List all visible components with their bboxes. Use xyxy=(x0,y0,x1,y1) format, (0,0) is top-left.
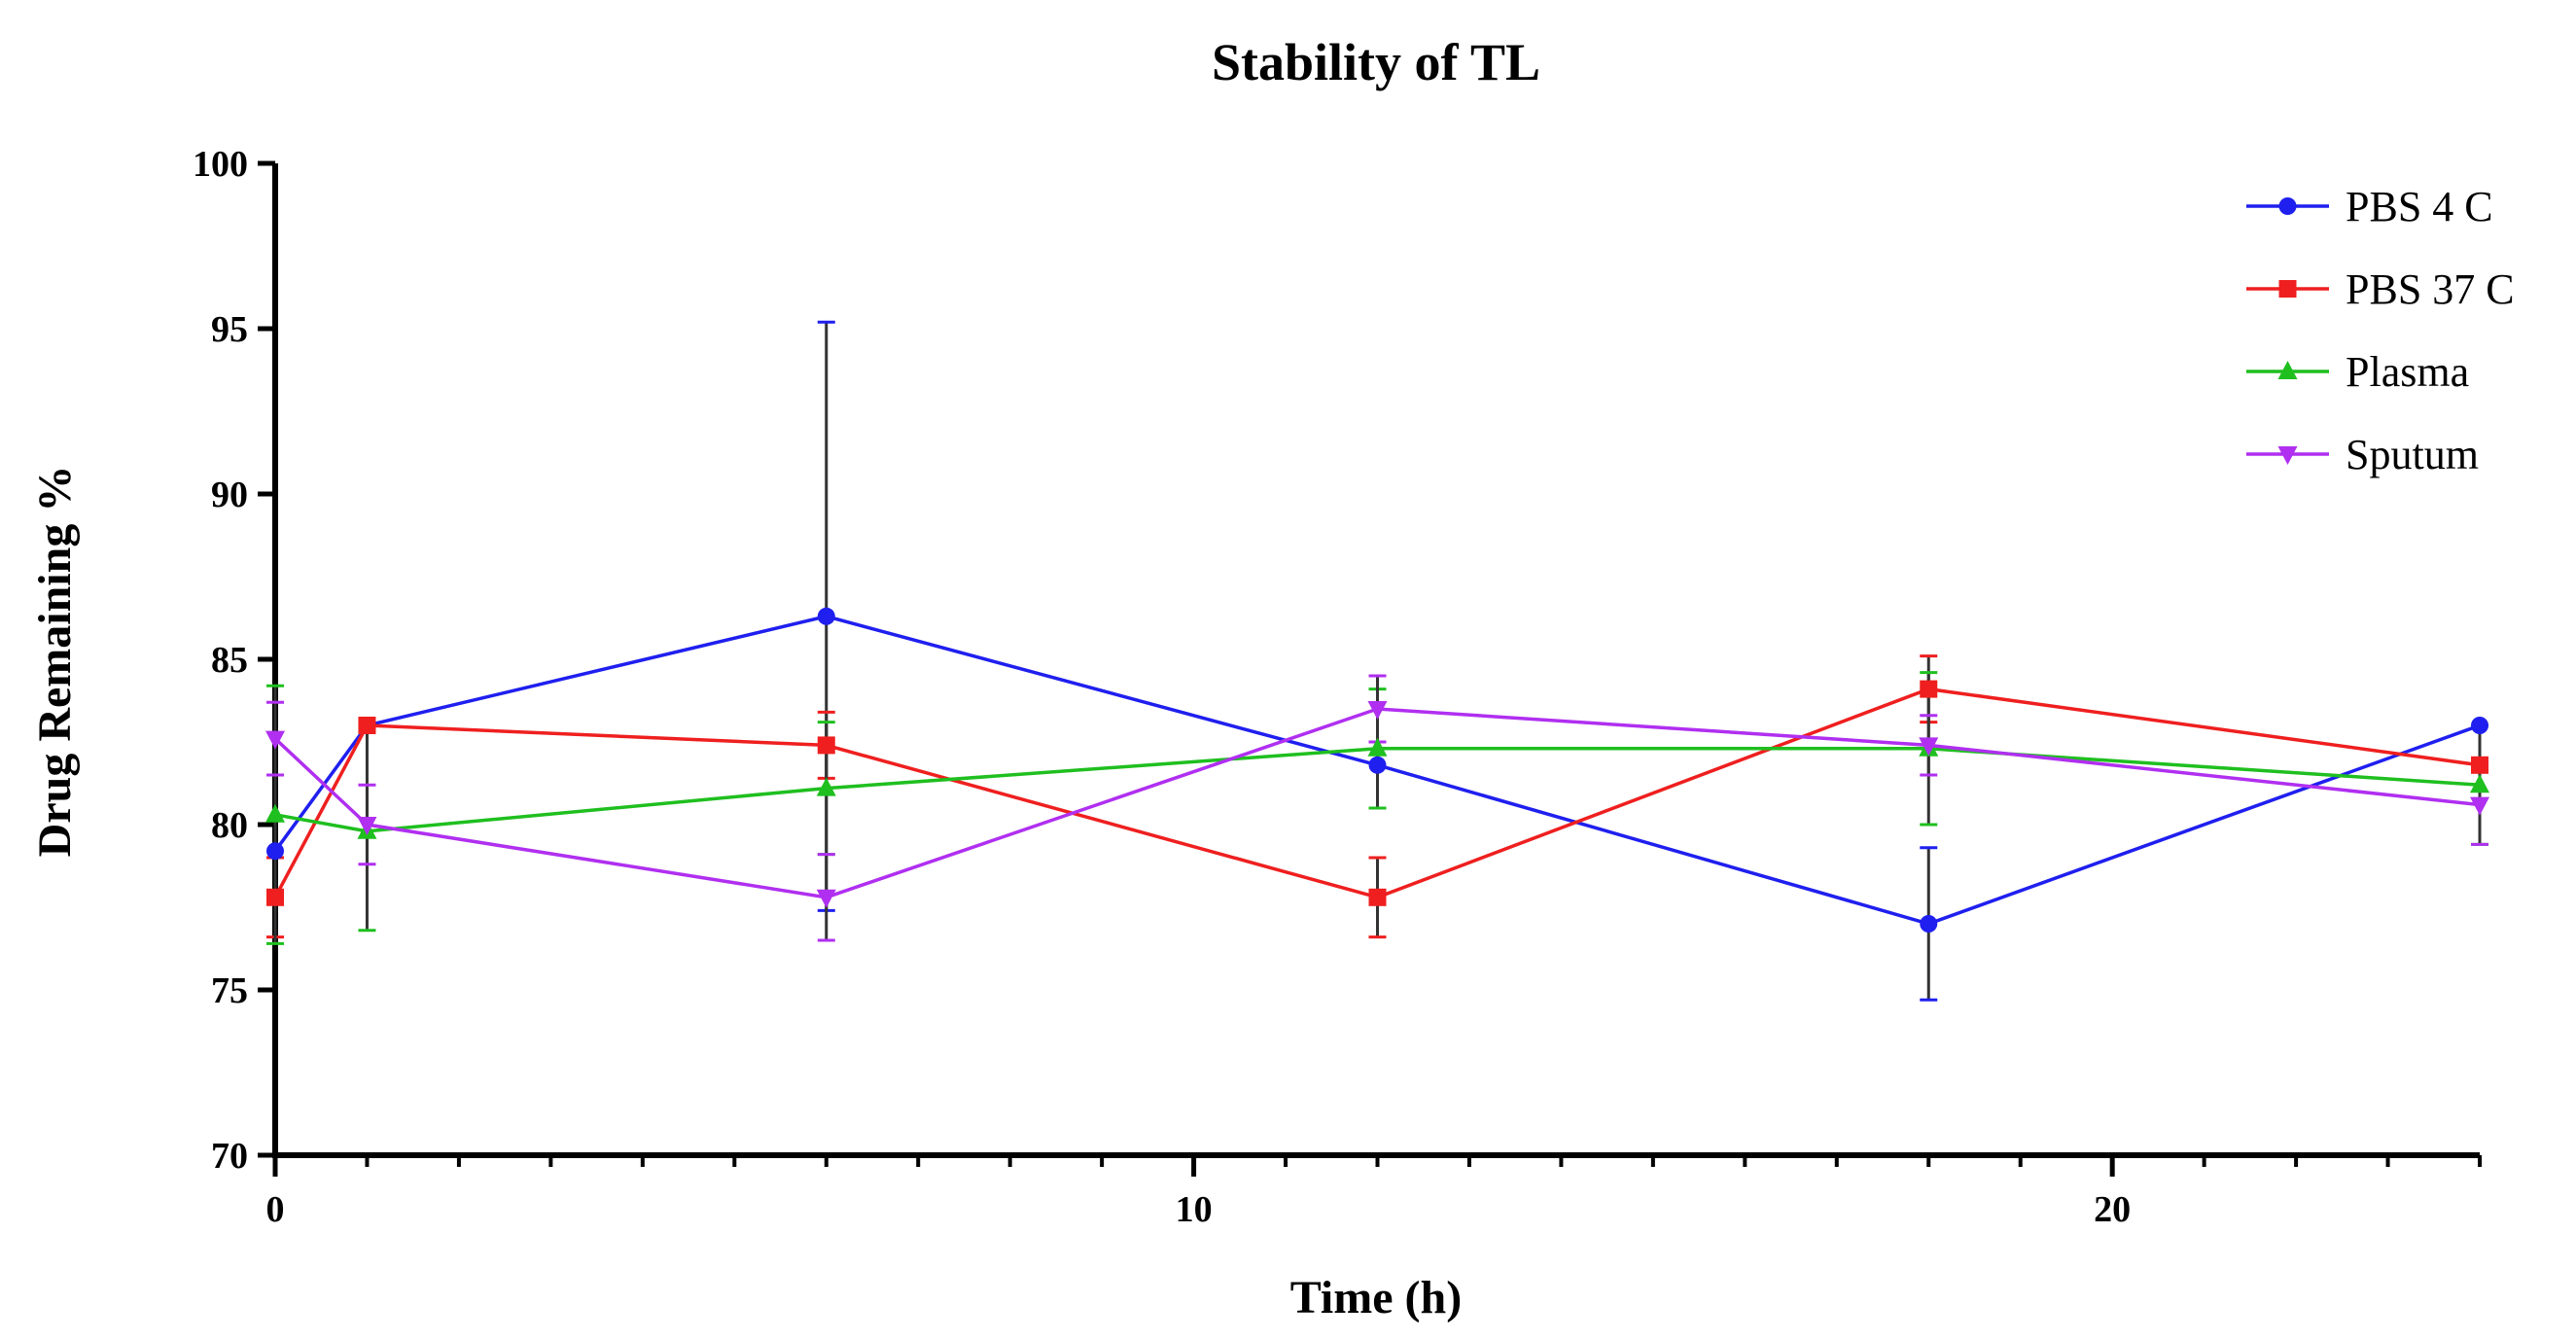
y-tick-label: 75 xyxy=(211,970,248,1011)
data-point-sputum xyxy=(357,817,377,835)
x-tick-label: 0 xyxy=(266,1189,285,1230)
legend-marker-pbs-4-c xyxy=(2278,197,2297,215)
y-tick-label: 90 xyxy=(211,475,248,515)
data-point-sputum xyxy=(816,889,836,908)
x-axis-label: Time (h) xyxy=(1290,1272,1462,1323)
legend-label-plasma: Plasma xyxy=(2346,348,2469,396)
legend: PBS 4 C PBS 37 C Plasma Sputum xyxy=(2246,183,2515,478)
data-point-pbs-37-c xyxy=(358,717,376,734)
data-point-pbs-37-c xyxy=(1368,888,1387,906)
data-point-pbs-37-c xyxy=(817,736,835,755)
data-point-pbs-4-c xyxy=(817,607,835,625)
x-tick-label: 10 xyxy=(1176,1189,1213,1230)
data-point-pbs-4-c xyxy=(1920,915,1938,933)
series-line-pbs-37-c xyxy=(273,687,2481,899)
data-point-plasma xyxy=(265,803,285,823)
data-point-plasma xyxy=(2470,774,2489,793)
data-point-sputum xyxy=(2470,796,2489,816)
data-point-pbs-4-c xyxy=(1368,756,1387,774)
y-axis-label: Drug Remaining % xyxy=(29,466,81,858)
data-point-pbs-37-c xyxy=(2471,756,2488,774)
legend-marker-plasma xyxy=(2277,361,2298,379)
legend-marker-pbs-37-c xyxy=(2278,280,2297,298)
series-line-pbs-4-c xyxy=(273,614,2481,926)
legend-marker-sputum xyxy=(2277,446,2298,465)
legend-label-sputum: Sputum xyxy=(2346,431,2479,478)
y-tick-label: 80 xyxy=(211,805,248,846)
series-line-sputum xyxy=(273,707,2481,899)
data-point-pbs-4-c xyxy=(266,842,284,861)
plot-area: 70 75 80 85 90 95 100 0 10 20 xyxy=(193,144,2489,1230)
y-tick-label: 70 xyxy=(211,1136,248,1177)
data-point-sputum xyxy=(1367,701,1388,720)
data-point-plasma xyxy=(1367,737,1388,757)
data-point-pbs-4-c xyxy=(2471,717,2488,734)
data-point-pbs-37-c xyxy=(1920,680,1938,698)
chart-title: Stability of TL xyxy=(1212,33,1540,91)
legend-label-pbs-37-c: PBS 37 C xyxy=(2346,265,2515,313)
data-point-plasma xyxy=(816,777,836,796)
x-tick-label: 20 xyxy=(2094,1189,2131,1230)
data-point-pbs-37-c xyxy=(266,888,284,906)
y-tick-label: 95 xyxy=(211,309,248,350)
legend-label-pbs-4-c: PBS 4 C xyxy=(2346,183,2493,230)
y-tick-label: 85 xyxy=(211,640,248,681)
data-point-sputum xyxy=(265,730,285,750)
data-point-sputum xyxy=(1919,737,1939,757)
y-tick-label: 100 xyxy=(193,144,248,185)
